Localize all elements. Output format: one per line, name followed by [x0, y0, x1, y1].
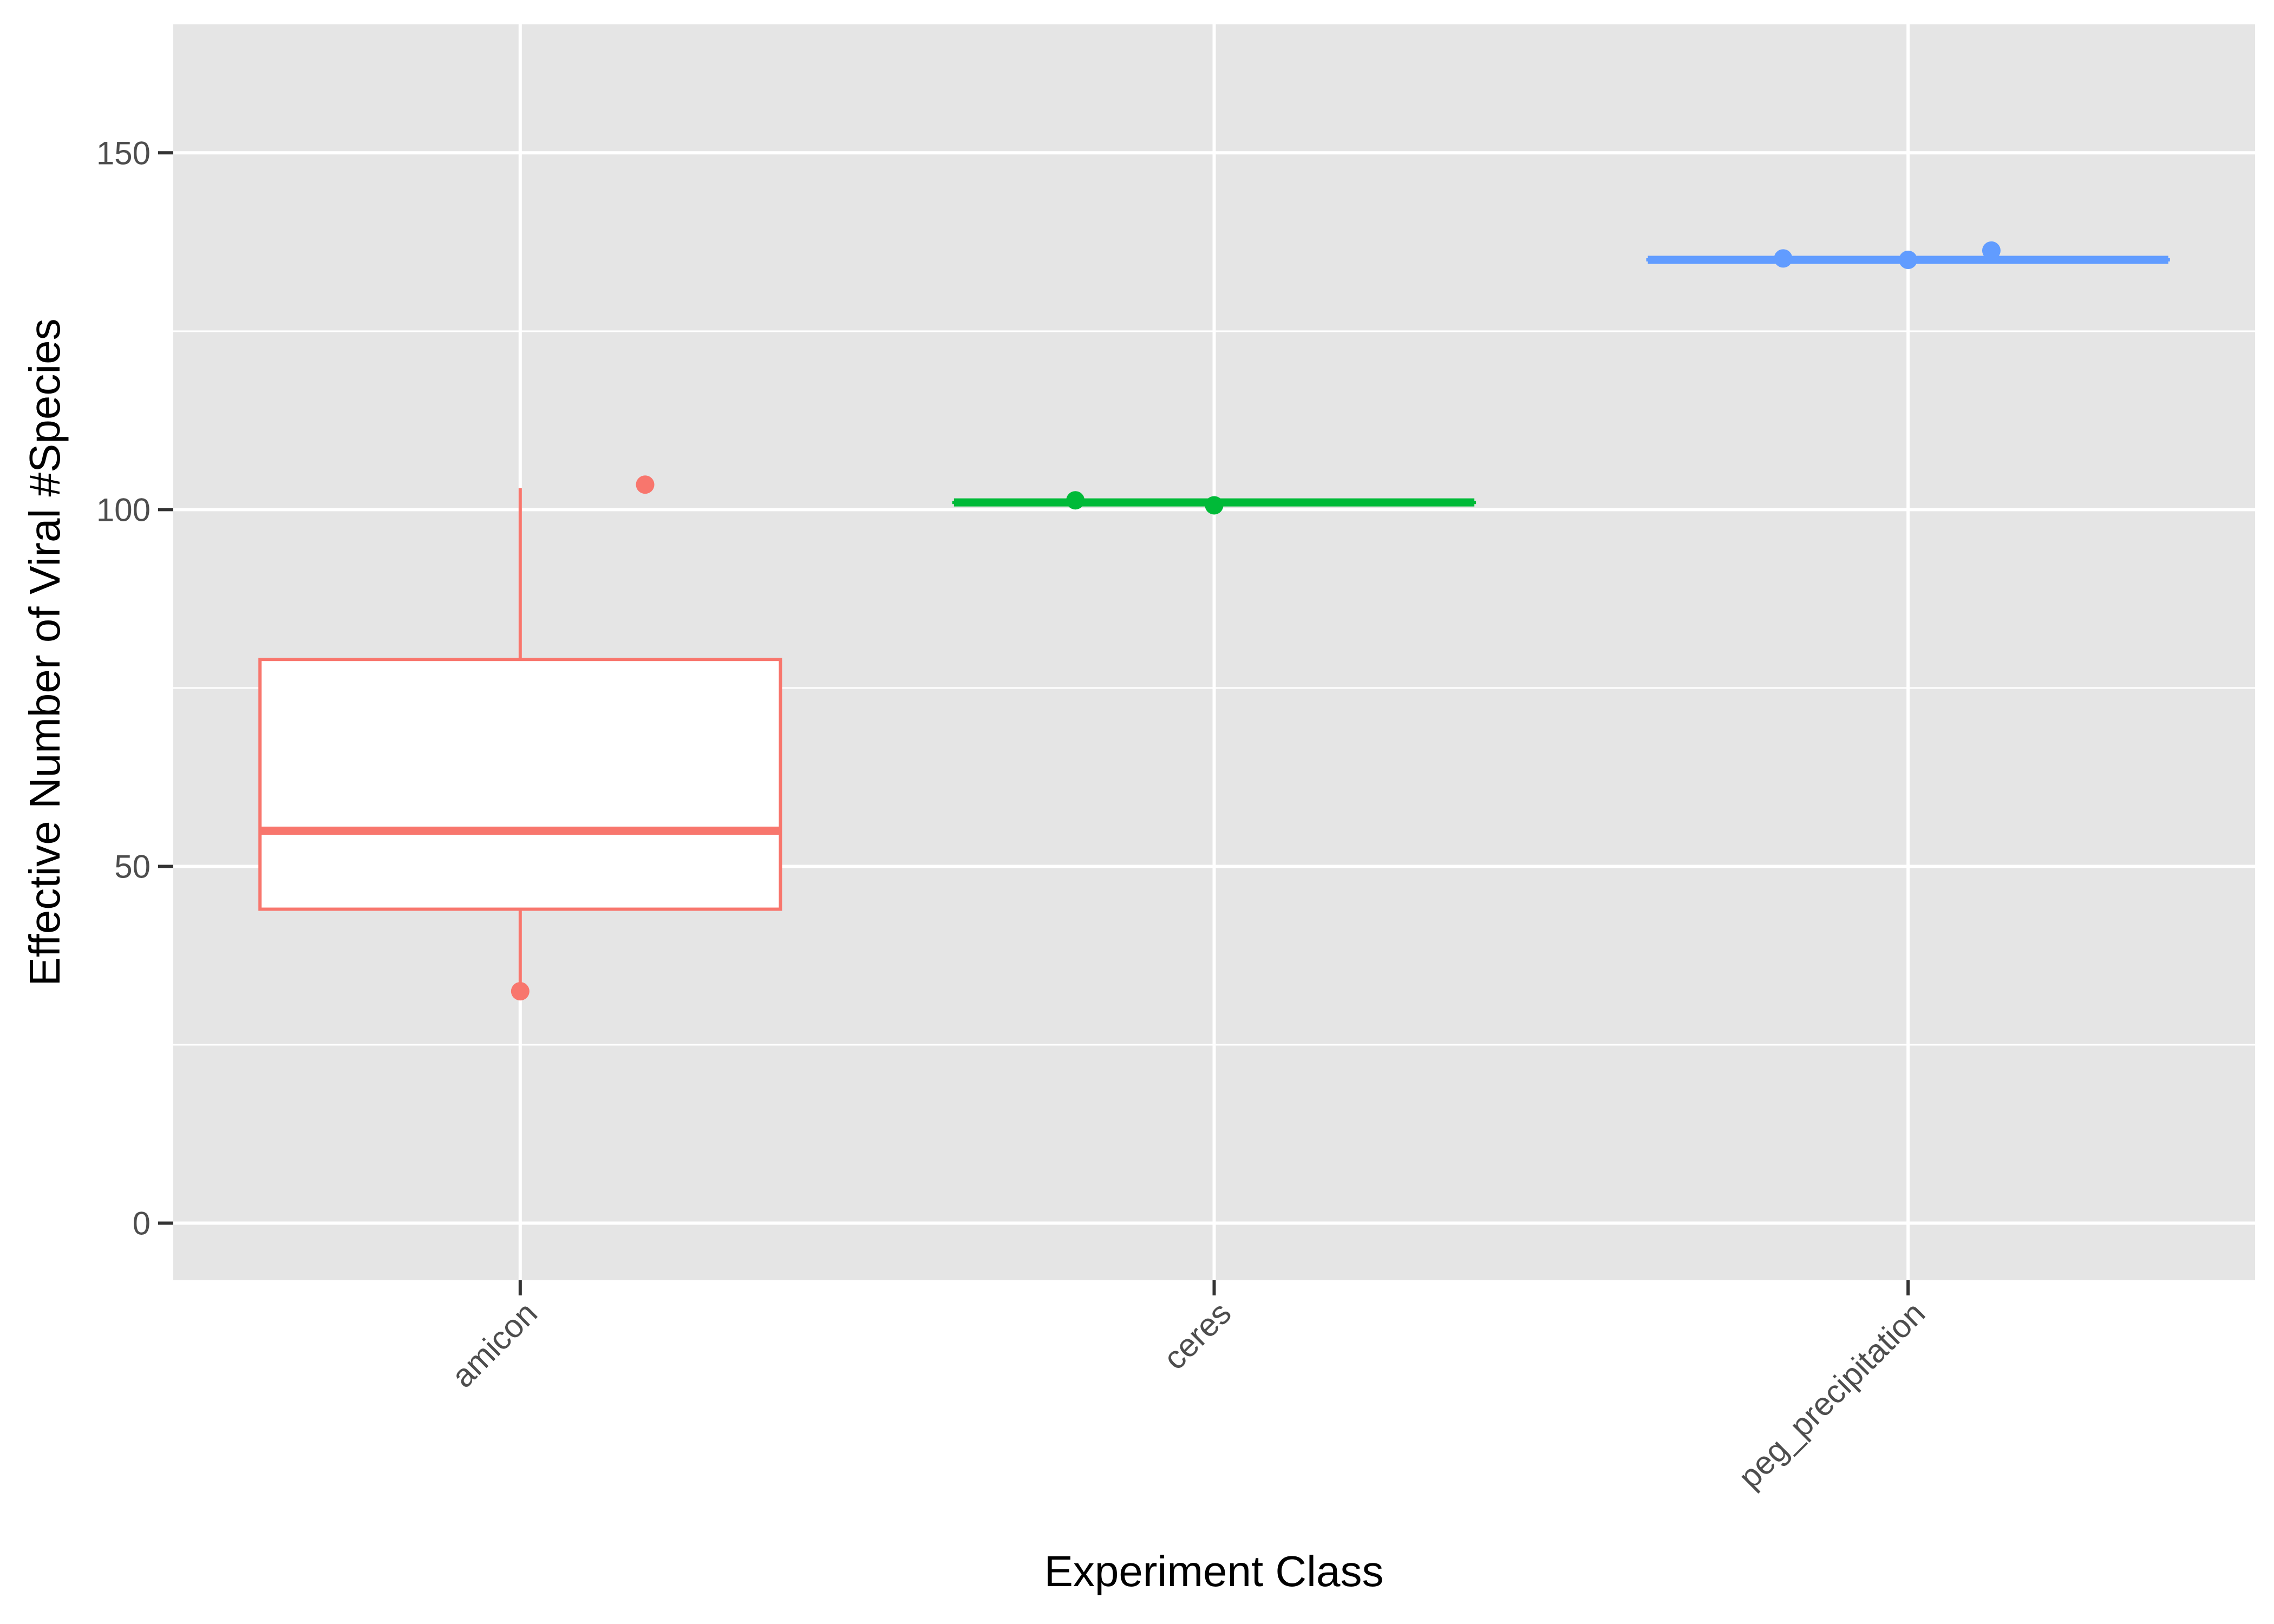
y-axis: 0 50 100 150 — [96, 135, 173, 1242]
data-point-amicon — [636, 475, 655, 494]
x-axis-title: Experiment Class — [1044, 1547, 1384, 1595]
y-tick-label: 0 — [133, 1206, 151, 1242]
x-axis: amicon ceres peg_precipitation — [445, 1280, 1932, 1495]
data-point-amicon — [511, 982, 530, 1001]
x-tick-label: ceres — [1156, 1295, 1238, 1377]
y-tick-label: 150 — [96, 135, 151, 171]
data-points — [511, 241, 2001, 1001]
data-point-peg_precipitation — [1982, 241, 2001, 260]
data-point-ceres — [1066, 491, 1085, 510]
data-point-peg_precipitation — [1774, 249, 1793, 268]
x-tick-label: peg_precipitation — [1731, 1295, 1932, 1496]
x-tick-label: amicon — [445, 1295, 544, 1394]
y-tick-label: 50 — [114, 848, 151, 885]
y-tick-label: 100 — [96, 492, 151, 528]
data-point-peg_precipitation — [1899, 251, 1918, 269]
box-body — [258, 658, 782, 911]
data-point-ceres — [1205, 496, 1224, 515]
box-amicon — [258, 488, 782, 988]
y-axis-title: Effective Number of Viral #Species — [21, 318, 69, 986]
